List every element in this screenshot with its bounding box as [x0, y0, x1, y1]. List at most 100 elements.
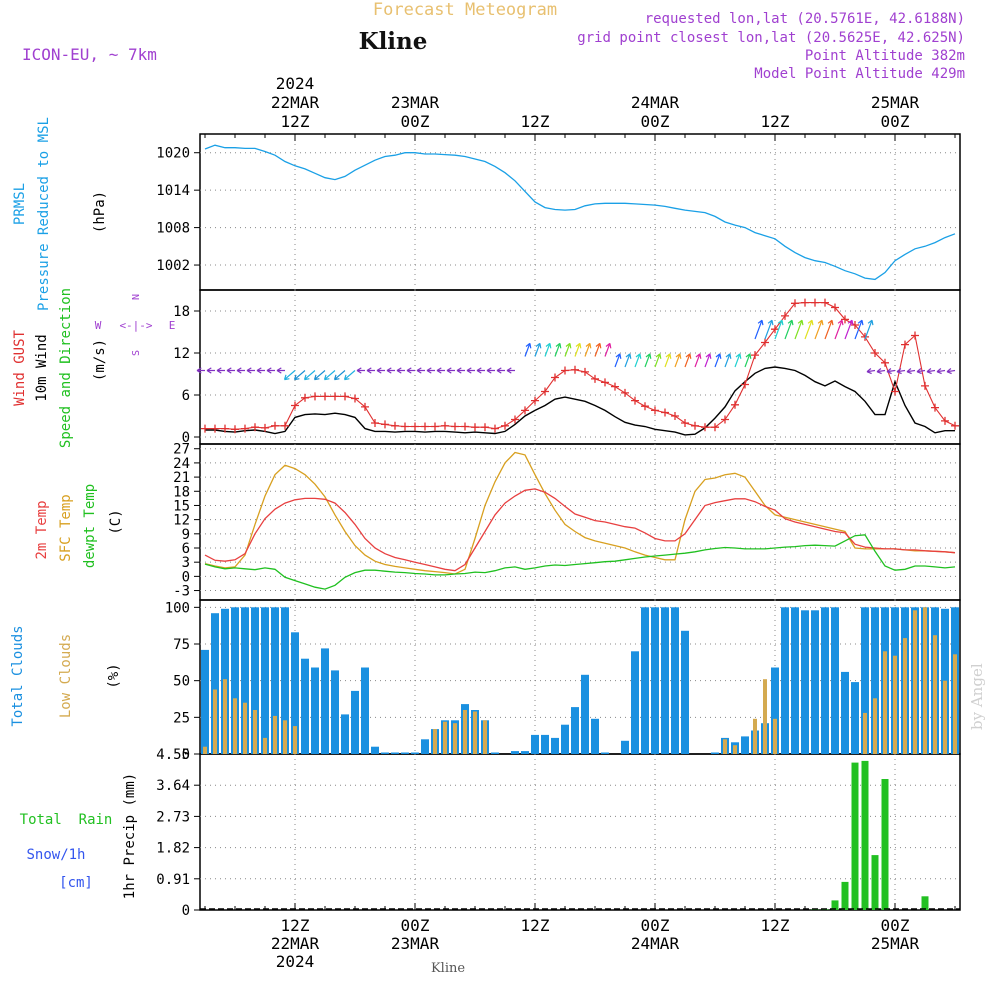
ytick-label-pressure: 1014 [156, 183, 190, 199]
wind-direction-arrow [584, 342, 592, 357]
wind-direction-arrow [236, 367, 245, 374]
wind-direction-arrow [614, 353, 622, 368]
sfc-temp-line [204, 451, 956, 575]
wind-gust-marker [301, 393, 309, 402]
wind-gust-marker [751, 351, 759, 360]
total-clouds-bar [551, 737, 559, 754]
time-label-bottom: 22MAR [271, 934, 320, 953]
requested-coords: requested lon,lat (20.5761E, 42.6188N) [645, 11, 965, 27]
wind-gust-marker [501, 421, 509, 430]
compass-s: S [131, 350, 142, 356]
precip-panel [199, 753, 961, 911]
wind-direction-arrow [804, 319, 814, 340]
wind-direction-arrow [276, 367, 285, 374]
point-altitude: Point Altitude 382m [805, 48, 965, 64]
wind-gust-marker [821, 298, 829, 307]
wind-direction-arrow [313, 370, 326, 381]
low-clouds-bar [283, 720, 287, 754]
low-clouds-bar [893, 655, 897, 754]
wind-gust-marker [471, 423, 479, 432]
time-label-bottom: 12Z [761, 916, 790, 935]
wind-direction-arrow [694, 353, 702, 368]
model-label: ICON-EU, ~ 7km [22, 45, 157, 64]
total-clouds-bar [601, 752, 609, 754]
wind-direction-arrow [774, 319, 784, 340]
wind-10m-line [205, 366, 955, 436]
wind-direction-arrow [886, 368, 896, 375]
total-clouds-bar [811, 610, 819, 754]
total-clouds-bar [711, 752, 719, 754]
ytick-label-temperature: 27 [173, 442, 190, 458]
precip-label-snow: Snow/1h [26, 847, 85, 863]
time-label-top: 23MAR [391, 93, 440, 112]
pressure-line [204, 144, 956, 281]
wind-gust-marker [261, 423, 269, 432]
wind-direction-arrow [936, 368, 946, 375]
wind-gust-marker [411, 422, 419, 431]
total-clouds-bar [531, 734, 539, 754]
ytick-label-wind: 12 [173, 346, 190, 362]
wind-panel [199, 289, 961, 445]
wind-gust-marker [661, 408, 669, 417]
wind-gust-marker [221, 424, 229, 433]
clouds-label-low: Low Clouds [58, 634, 74, 718]
wind-direction-arrow [916, 368, 926, 375]
wind-gust-marker [941, 416, 949, 425]
wind-gust-marker [551, 373, 559, 382]
wind-direction-arrow [896, 368, 906, 375]
wind-gust-marker [241, 424, 249, 433]
low-clouds-bar [953, 654, 957, 754]
total-clouds-bar [391, 752, 399, 754]
low-clouds-bar [903, 638, 907, 754]
total-clouds-bar [321, 648, 329, 754]
ytick-label-precip: 0 [182, 903, 190, 919]
wind-gust-marker [811, 298, 819, 307]
time-label-bottom: 24MAR [631, 934, 680, 953]
wind-label-gust: Wind GUST [12, 330, 28, 406]
ytick-label-wind: 6 [182, 388, 190, 404]
wind-gust-marker [781, 311, 789, 320]
grid-point-coords: grid point closest lon,lat (20.5625E, 42… [577, 30, 965, 46]
total-clouds-bar [661, 607, 669, 754]
wind-gust-marker [381, 420, 389, 429]
low-clouds-bar [223, 679, 227, 754]
wind-gust-marker [361, 402, 369, 411]
time-label-top: 22MAR [271, 93, 320, 112]
total-clouds-bar [841, 671, 849, 754]
wind-direction-arrow [824, 319, 834, 340]
wind-direction-arrow [864, 319, 874, 340]
time-label-top: 24MAR [631, 93, 680, 112]
wind-gust-marker [571, 365, 579, 374]
wind-direction-arrow [376, 367, 385, 374]
total-clouds-bar [351, 690, 359, 754]
wind-direction-arrow [283, 370, 296, 381]
low-clouds-bar [923, 607, 927, 754]
ytick-label-temperature: 12 [173, 513, 190, 529]
wind-gust-marker [201, 424, 209, 433]
ytick-label-temperature: 0 [182, 569, 190, 585]
rain-bar [921, 896, 929, 910]
wind-direction-arrow [446, 367, 455, 374]
wind-gust-marker [721, 415, 729, 424]
low-clouds-bar [273, 715, 277, 754]
low-clouds-bar [753, 718, 757, 754]
wind-gust-marker [311, 392, 319, 401]
wind-gust-marker [591, 374, 599, 383]
ytick-label-wind: 18 [173, 304, 190, 320]
total-clouds-bar [821, 607, 829, 754]
compass-arrows: <-|-> [119, 319, 152, 332]
total-clouds-bar [871, 607, 879, 754]
wind-gust-marker [271, 421, 279, 430]
total-clouds-bar [851, 682, 859, 754]
total-clouds-bar [741, 736, 749, 754]
time-label-bottom: 2024 [276, 952, 315, 971]
ytick-label-precip: 1.82 [156, 841, 190, 857]
low-clouds-bar [433, 729, 437, 754]
total-clouds-bar [651, 607, 659, 754]
wind-direction-arrow [323, 370, 336, 381]
wind-direction-arrow [624, 353, 632, 368]
wind-gust-marker [491, 424, 499, 433]
wind-direction-arrow [216, 367, 225, 374]
rain-bar [851, 762, 859, 910]
